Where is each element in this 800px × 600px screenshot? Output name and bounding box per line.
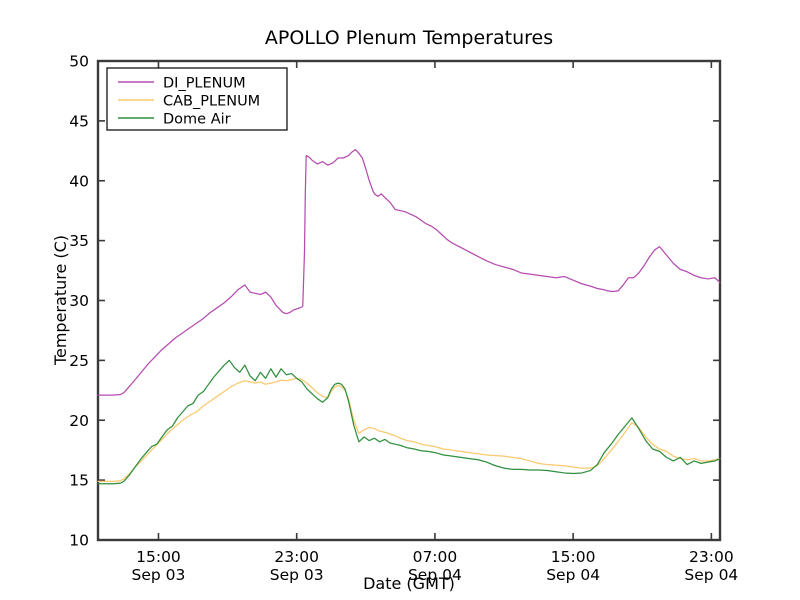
x-tick-label-date: Sep 04 (546, 566, 600, 584)
y-tick-label: 30 (69, 292, 89, 310)
y-tick-label: 40 (69, 172, 89, 190)
chart-title-group: APOLLO Plenum Temperatures (265, 27, 553, 49)
y-tick-label: 35 (69, 232, 89, 250)
x-tick-label-date: Sep 03 (132, 566, 186, 584)
legend-label-2: Dome Air (163, 112, 231, 128)
plot-border (96, 59, 722, 542)
plot-frame (96, 59, 722, 542)
chart-title: APOLLO Plenum Temperatures (265, 27, 553, 49)
data-series-group (97, 148, 721, 485)
y-axis-title-group: Temperature (C) (51, 235, 70, 366)
series-line-dome-air (97, 359, 721, 485)
legend-label-0: DI_PLENUM (163, 76, 246, 92)
x-tick-label-time: 23:00 (689, 548, 734, 566)
legend-box (106, 67, 288, 131)
x-tick-label-time: 23:00 (274, 548, 319, 566)
x-axis-title: Date (GMT) (363, 574, 455, 593)
x-tick-label-date: Sep 04 (408, 566, 462, 584)
y-axis-ticks: 10 15 20 25 30 35 40 45 50 (69, 53, 720, 550)
x-axis-title-group: Date (GMT) (363, 574, 455, 593)
y-axis-title: Temperature (C) (51, 235, 70, 366)
x-tick-label-time: 15:00 (136, 548, 181, 566)
series-line-di-plenum (97, 148, 721, 396)
x-tick-label-time: 07:00 (413, 548, 458, 566)
y-tick-label: 20 (69, 412, 89, 430)
y-tick-label: 10 (69, 532, 89, 550)
y-tick-label: 25 (69, 352, 89, 370)
x-tick-label-date: Sep 03 (270, 566, 324, 584)
x-tick-label-date: Sep 04 (684, 566, 738, 584)
y-tick-label: 15 (69, 472, 89, 490)
x-tick-label-time: 15:00 (551, 548, 596, 566)
series-line-cab-plenum (97, 377, 721, 482)
y-tick-label: 50 (69, 53, 89, 71)
y-tick-label: 45 (69, 112, 89, 130)
chart-legend[interactable]: DI_PLENUM CAB_PLENUM Dome Air (106, 67, 288, 131)
legend-label-1: CAB_PLENUM (163, 94, 260, 110)
